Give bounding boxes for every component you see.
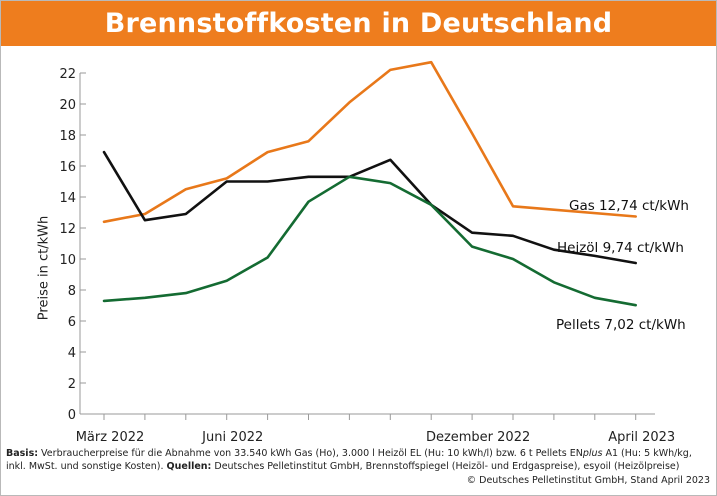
basis-label: Basis:: [6, 448, 39, 459]
y-tick-label: 16: [59, 160, 76, 175]
sources-note: inkl. MwSt. und sonstige Kosten). Quelle…: [6, 461, 679, 472]
copyright-note: © Deutsches Pelletinstitut GmbH, Stand A…: [466, 475, 710, 486]
y-tick-label: 0: [68, 408, 76, 423]
x-tick-label: Dezember 2022: [426, 430, 530, 445]
series-label-gas: Gas 12,74 ct/kWh: [569, 198, 689, 214]
y-tick-label: 4: [68, 346, 76, 361]
series-label-pellets: Pellets 7,02 ct/kWh: [556, 317, 686, 333]
chart-title: Brennstoffkosten in Deutschland: [104, 8, 613, 39]
y-tick-label: 2: [68, 377, 76, 392]
title-bar: Brennstoffkosten in Deutschland: [1, 1, 716, 46]
y-tick-label: 12: [59, 222, 76, 237]
y-tick-label: 10: [59, 253, 76, 268]
y-tick-label: 14: [59, 191, 76, 206]
y-tick-label: 6: [68, 315, 76, 330]
series-line-gas: [102, 60, 638, 224]
basis-italic: plus: [582, 448, 603, 459]
sources-text: Deutsches Pelletinstitut GmbH, Brennstof…: [211, 461, 680, 472]
basis-note: Basis: Verbraucherpreise für die Abnahme…: [6, 448, 692, 459]
x-tick-label: März 2022: [76, 430, 145, 445]
basis-continuation: inkl. MwSt. und sonstige Kosten).: [6, 461, 167, 472]
x-tick-label: April 2023: [608, 430, 675, 445]
basis-text: Verbraucherpreise für die Abnahme von 33…: [38, 448, 583, 459]
x-tick-label: Juni 2022: [201, 430, 263, 445]
series-line-heizöl: [102, 150, 638, 265]
basis-text-2: A1 (Hu: 5 kWh/kg,: [602, 448, 692, 459]
y-tick-label: 20: [59, 98, 76, 113]
y-tick-label: 8: [68, 284, 76, 299]
sources-label: Quellen:: [166, 461, 212, 472]
series-line-pellets: [102, 175, 638, 307]
series-label-heizöl: Heizöl 9,74 ct/kWh: [557, 240, 684, 256]
y-tick-label: 22: [59, 67, 76, 82]
line-chart: 0 2 4 6 8 10 12 14 16 18 20 22 März 2022 Juni 2022 Dez…: [59, 60, 689, 445]
y-tick-label: 18: [59, 129, 76, 144]
